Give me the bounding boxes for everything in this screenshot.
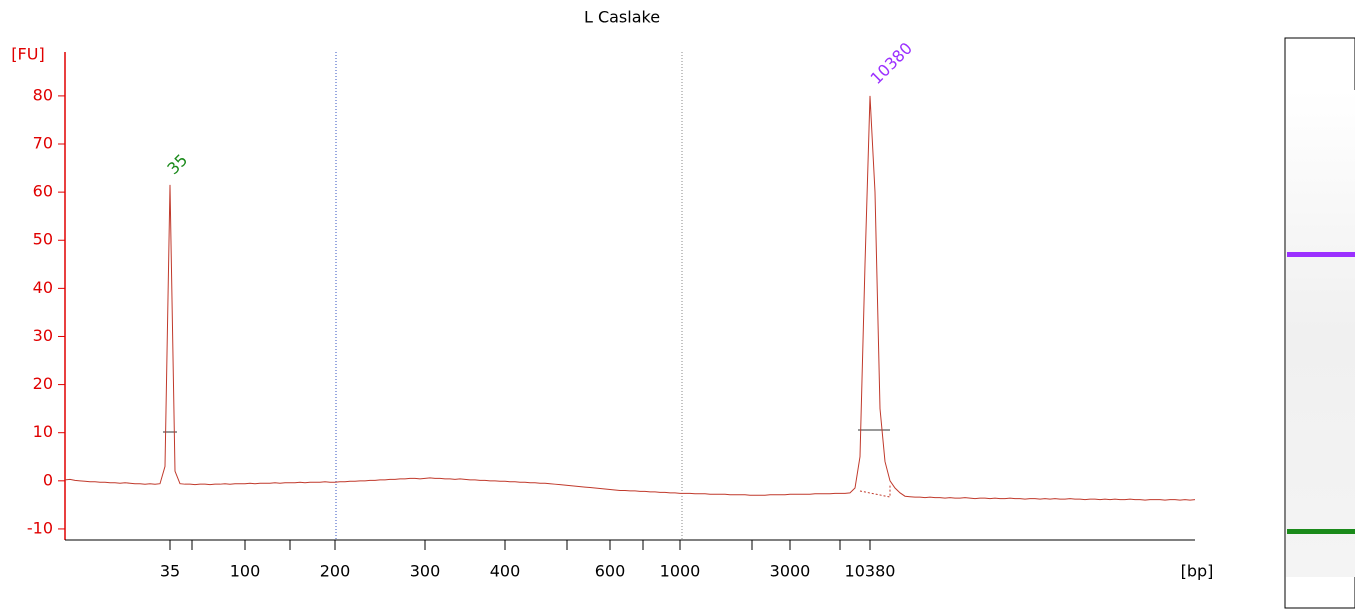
y-tick-label: 80 [33, 85, 53, 104]
y-tick-label: 60 [33, 182, 53, 201]
gel-lane-fill [1286, 90, 1355, 577]
gel-band [1287, 252, 1355, 257]
minor-ticks [191, 540, 841, 550]
x-tick-label: 3000 [770, 562, 811, 581]
peak-baseline [859, 484, 891, 498]
trace [64, 95, 1196, 501]
x-tick-label: 100 [230, 562, 261, 581]
x-axis-label: [bp] [1181, 562, 1214, 581]
y-tick-label: 0 [43, 470, 53, 489]
y-axis-label: [FU] [11, 45, 44, 64]
x-tick-label: 400 [490, 562, 521, 581]
x-tick-label: 200 [320, 562, 351, 581]
gel-band [1287, 529, 1355, 534]
peak-label: 35 [163, 150, 191, 178]
y-tick-label: 10 [33, 422, 53, 441]
y-tick-label: 50 [33, 230, 53, 249]
x-tick-label: 600 [595, 562, 626, 581]
y-tick-label: 30 [33, 326, 53, 345]
y-tick-label: -10 [27, 518, 53, 537]
x-tick-label: 10380 [845, 562, 896, 581]
peak-label: 10380 [867, 39, 916, 88]
x-tick-label: 35 [160, 562, 180, 581]
chart-title: L Caslake [584, 8, 660, 27]
y-tick-label: 20 [33, 374, 53, 393]
x-tick-label: 300 [410, 562, 441, 581]
y-tick-label: 70 [33, 134, 53, 153]
x-tick-label: 1000 [660, 562, 701, 581]
y-tick-label: 40 [33, 278, 53, 297]
